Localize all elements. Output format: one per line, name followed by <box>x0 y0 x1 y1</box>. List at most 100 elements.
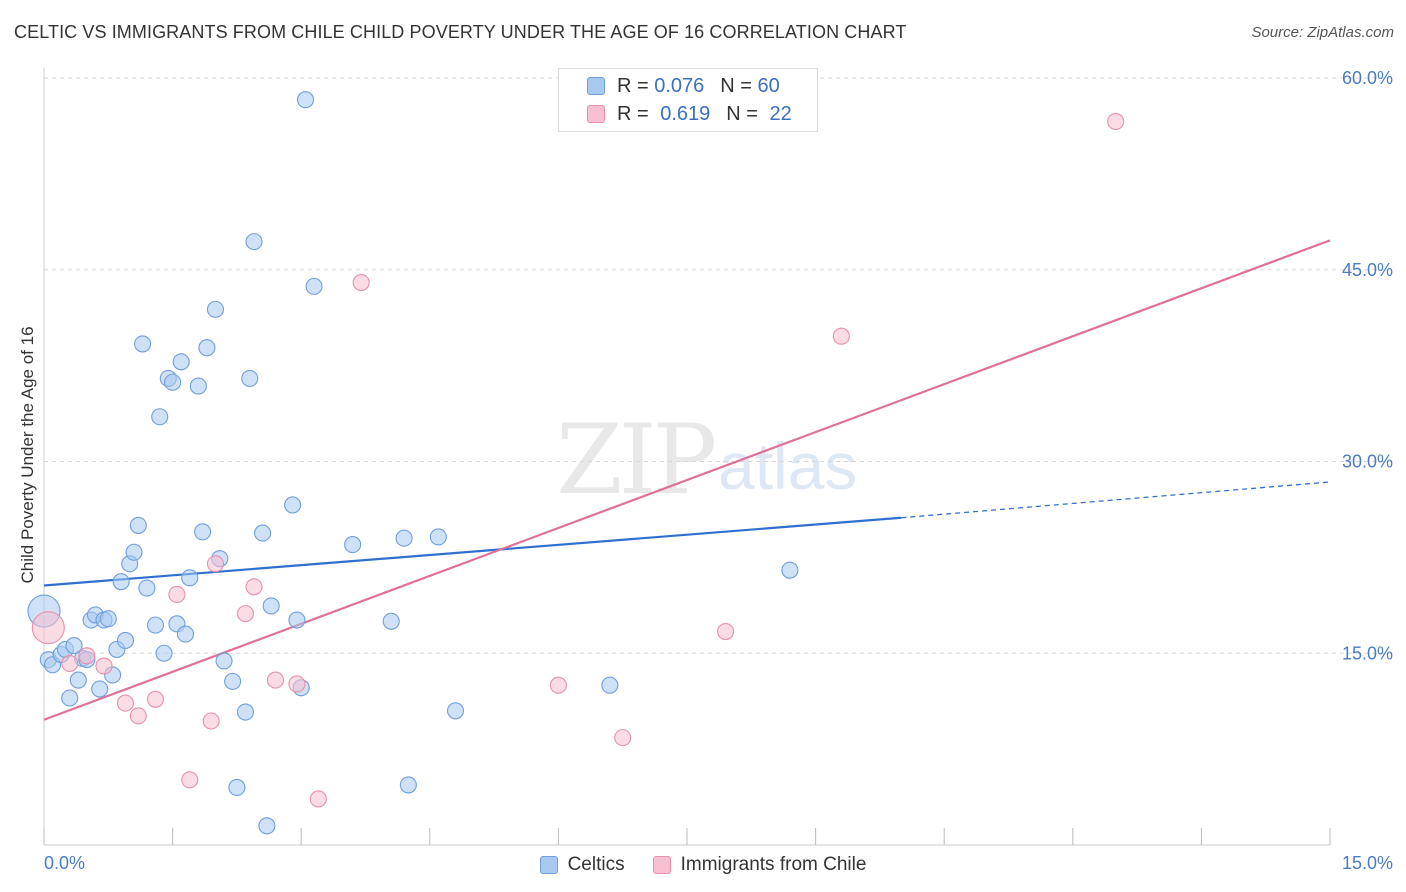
celtics-point <box>344 536 362 554</box>
trend-lines <box>43 239 1331 721</box>
chile-point <box>352 273 370 292</box>
axes <box>43 68 1331 846</box>
celtics-point <box>224 672 242 690</box>
legend-row-celtics: R = 0.076 N = 60 <box>587 74 780 98</box>
celtics-point <box>382 612 400 630</box>
celtics-swatch <box>539 856 558 874</box>
celtics-point <box>91 680 109 698</box>
celtics-point <box>194 523 212 541</box>
chile-point <box>168 585 186 603</box>
celtics-point <box>446 702 465 720</box>
grid-lines <box>44 77 1392 654</box>
celtics-point <box>116 631 134 650</box>
legend-n-value-celtics: 60 <box>757 74 780 97</box>
y-tick-label: 60.0% <box>1342 68 1393 88</box>
celtics-point <box>305 277 323 295</box>
celtics-point <box>399 776 417 794</box>
celtics-point <box>429 528 447 546</box>
celtics-point <box>262 597 280 615</box>
chile-point <box>129 707 147 725</box>
legend-row-chile: R = 0.619 N = 22 <box>587 102 792 126</box>
celtics-point <box>164 373 182 391</box>
watermark-zip: ZIP <box>556 404 717 516</box>
chile-point <box>95 657 113 675</box>
celtics-point <box>134 335 152 353</box>
legend-item-chile[interactable]: Immigrants from Chile <box>652 854 867 876</box>
celtics-point <box>181 569 199 587</box>
source-label: Source: ZipAtlas.com <box>1251 24 1394 41</box>
celtics-point <box>155 644 173 662</box>
chile-point <box>1107 112 1125 131</box>
y-tick-label: 45.0% <box>1342 260 1393 280</box>
y-axis-label: Child Poverty Under the Age of 16 <box>18 326 37 583</box>
celtics-point <box>395 529 413 547</box>
legend-r-value-chile: 0.619 <box>660 102 711 125</box>
celtics-point <box>206 300 225 318</box>
celtics-point <box>198 339 216 357</box>
data-points <box>27 91 1125 835</box>
celtics-point <box>254 524 272 542</box>
celtics-point <box>112 573 130 591</box>
chile-trend-line <box>43 239 1331 721</box>
legend-n-label: N = <box>726 102 758 125</box>
chile-point <box>236 605 255 623</box>
chile-point <box>202 712 220 730</box>
celtics-point <box>125 543 143 561</box>
chile-point <box>146 690 165 708</box>
legend-n-label: N = <box>720 74 752 97</box>
celtics-swatch <box>587 77 605 95</box>
celtics-point <box>284 496 302 514</box>
celtics-point <box>296 91 315 109</box>
y-tick-label: 15.0% <box>1342 643 1393 663</box>
chile-point <box>832 327 850 345</box>
celtics-point <box>215 652 233 670</box>
legend-item-celtics[interactable]: Celtics <box>539 854 625 876</box>
x-tick-label-min: 0.0% <box>44 853 85 873</box>
celtics-point <box>146 616 165 634</box>
y-tick-label: 30.0% <box>1342 452 1393 472</box>
chile-point <box>61 654 79 673</box>
chile-swatch <box>652 856 671 874</box>
celtics-point <box>258 817 276 835</box>
celtics-point <box>99 610 117 628</box>
celtics-point <box>241 369 259 387</box>
chile-point <box>116 694 134 712</box>
celtics-point <box>781 561 799 579</box>
celtics-trend-extension <box>901 481 1331 519</box>
chile-point <box>206 555 225 573</box>
chile-point <box>549 676 567 694</box>
axis-labels: 15.0% 30.0% 45.0% 60.0% 0.0% 15.0% Child Pover… <box>18 68 1393 873</box>
celtics-point <box>288 611 306 629</box>
chile-point <box>31 611 65 645</box>
legend-r-label: R = <box>617 102 649 125</box>
celtics-point <box>601 676 619 694</box>
chile-point <box>245 578 263 596</box>
chile-point <box>266 671 285 689</box>
celtics-point <box>176 625 195 643</box>
chile-point <box>181 771 199 789</box>
celtics-point <box>65 637 83 655</box>
celtics-point <box>61 689 79 707</box>
correlation-legend: R = 0.076 N = 60 R = 0.619 N = 22 <box>558 68 818 132</box>
legend-n-value-chile: 22 <box>769 102 792 125</box>
celtics-trend-line <box>43 516 902 587</box>
celtics-point <box>228 778 246 797</box>
chile-point <box>717 622 735 641</box>
chile-swatch <box>587 105 605 123</box>
chile-point <box>309 790 327 808</box>
celtics-point <box>172 353 190 371</box>
celtics-point <box>151 408 169 426</box>
legend-label-celtics: Celtics <box>567 854 625 875</box>
celtics-point <box>236 703 255 721</box>
chile-point <box>288 675 306 693</box>
series-legend: Celtics Immigrants from Chile <box>0 852 1406 878</box>
legend-r-label: R = <box>617 74 649 97</box>
legend-label-chile: Immigrants from Chile <box>680 854 867 875</box>
celtics-point <box>245 233 263 251</box>
chile-point <box>614 729 632 747</box>
chart-title: CELTIC VS IMMIGRANTS FROM CHILE CHILD PO… <box>14 22 907 42</box>
x-tick-label-max: 15.0% <box>1342 853 1393 873</box>
legend-r-value-celtics: 0.076 <box>654 74 705 97</box>
celtics-point <box>189 377 207 395</box>
